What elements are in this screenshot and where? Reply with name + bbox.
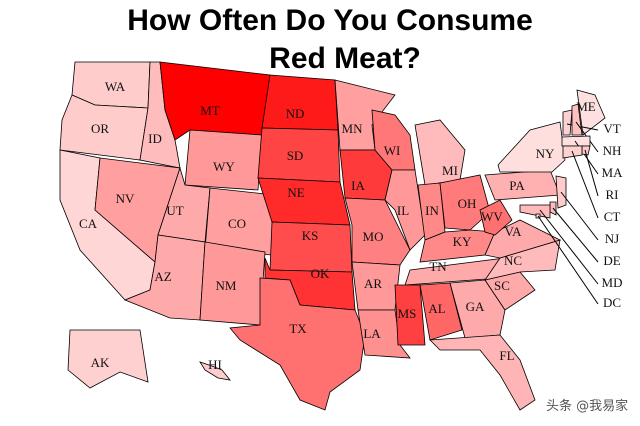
state (394, 284, 426, 346)
state-label: MI (442, 163, 458, 178)
callout-line (539, 209, 599, 285)
state-label: MO (363, 229, 384, 244)
state (384, 169, 426, 251)
state-label: NJ (605, 231, 619, 246)
state (334, 79, 396, 151)
state (576, 89, 606, 136)
callout-line (584, 149, 599, 197)
state-label: ID (148, 131, 162, 146)
state-label: VT (603, 121, 620, 136)
state (357, 309, 411, 359)
state-label: LA (363, 326, 381, 341)
state-label: VA (504, 224, 522, 239)
state-label: IA (351, 178, 365, 193)
state-label: WY (213, 159, 235, 174)
state-label: NV (116, 191, 135, 206)
state-label: MS (398, 306, 417, 321)
state (561, 135, 591, 147)
state (419, 282, 463, 341)
state-label: KY (453, 234, 472, 249)
state-label: WI (384, 143, 401, 158)
state-label: MA (602, 165, 624, 180)
state-label: AK (91, 355, 110, 370)
state-label: NC (504, 253, 522, 268)
state (479, 199, 513, 236)
callout-line (571, 150, 599, 219)
state (449, 279, 506, 339)
state (519, 204, 551, 219)
state-label: MN (342, 121, 364, 136)
state-label: TX (289, 321, 307, 336)
state-label: DC (603, 295, 621, 310)
state (67, 329, 149, 389)
state-label: CT (604, 209, 621, 224)
callout-line (560, 191, 599, 241)
state-label: CO (228, 216, 246, 231)
watermark: 头条 @我易家 (546, 398, 628, 414)
state-label: HI (208, 357, 222, 372)
state-label: IN (425, 203, 439, 218)
state-label: NE (287, 185, 304, 200)
state-label: NY (536, 146, 555, 161)
state-label: SC (494, 278, 510, 293)
state-label: NM (216, 278, 237, 293)
states: WA OR CA ID NV MT WY UT CO AZ NM ND SD NE KS OK TX MN IA MO… (59, 61, 624, 411)
state-label: GA (466, 299, 485, 314)
state-label: MD (602, 275, 623, 290)
state-label: OR (91, 121, 109, 136)
state-label: OK (311, 266, 330, 281)
state (562, 109, 573, 136)
callout-line (552, 207, 599, 263)
state-label: TN (429, 259, 447, 274)
state-label: SD (287, 148, 304, 163)
state-label: AR (364, 276, 382, 291)
title-line: How Often Do You Consume (127, 4, 533, 37)
state (199, 361, 231, 381)
callout-line (537, 215, 599, 305)
state (261, 74, 339, 131)
state-label: WA (105, 79, 126, 94)
state (497, 121, 566, 173)
state-label: ME (576, 99, 596, 114)
state-label: UT (166, 203, 183, 218)
state-label: OH (458, 196, 477, 211)
state-label: MT (200, 103, 220, 118)
state (229, 277, 366, 411)
state-label: NH (603, 143, 622, 158)
state-label: AL (428, 301, 445, 316)
state (429, 334, 536, 411)
state (159, 61, 271, 141)
state-label: RI (606, 187, 619, 202)
state-label: WV (481, 209, 503, 224)
state (184, 129, 263, 191)
state-label: CA (79, 216, 98, 231)
state-label: DE (603, 253, 620, 268)
state-label: FL (499, 348, 514, 363)
state (439, 174, 491, 231)
state-label: KS (302, 228, 319, 243)
state-label: IL (397, 203, 409, 218)
state-label: PA (509, 178, 525, 193)
state-label: ND (286, 106, 305, 121)
title-line: Red Meat? (269, 42, 421, 75)
state-label: AZ (154, 269, 171, 284)
